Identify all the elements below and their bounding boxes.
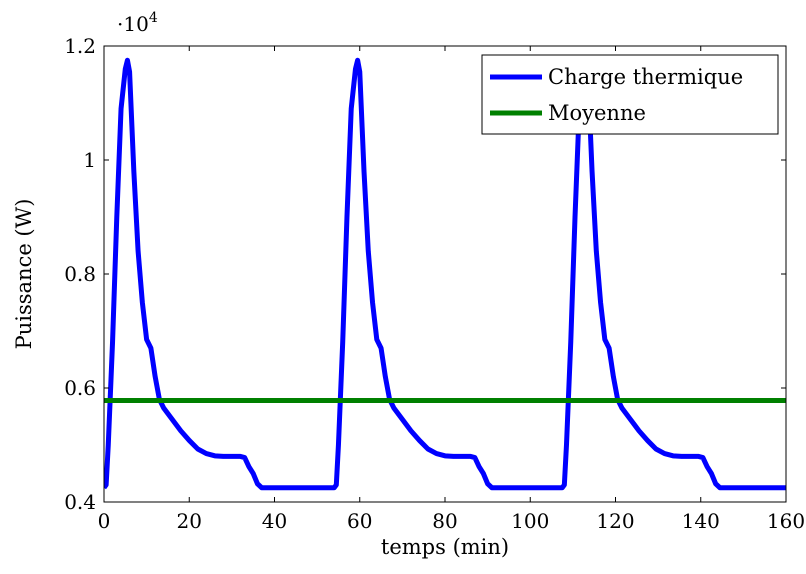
y-tick-label: 0.4 [64, 490, 96, 514]
x-tick-label: 0 [98, 509, 111, 533]
plot-frame [103, 45, 787, 503]
legend: Charge thermique Moyenne [481, 54, 779, 135]
y-tick-label: 1 [83, 148, 96, 172]
x-tick-label: 120 [596, 509, 634, 533]
y-tick-label: 0.8 [64, 262, 96, 286]
legend-label-1: Moyenne [548, 101, 646, 125]
x-tick-label: 160 [767, 509, 805, 533]
x-tick-label: 60 [347, 509, 372, 533]
y-tick-label: 0.6 [64, 376, 96, 400]
series-line-0 [104, 57, 786, 491]
x-axis-label: temps (min) [381, 535, 509, 559]
ticks-layer: 0 20 40 60 80 100 120 140 160 0.4 0.6 0.8 1 1.2 [64, 34, 805, 533]
legend-label-0: Charge thermique [548, 65, 743, 89]
x-tick-label: 80 [432, 509, 457, 533]
legend-box [481, 54, 779, 135]
y-multiplier-base: ·10 [117, 12, 149, 36]
y-multiplier: ·104 [117, 10, 158, 36]
x-tick-label: 40 [262, 509, 287, 533]
y-axis-label: Puissance (W) [12, 199, 36, 350]
x-tick-label: 140 [682, 509, 720, 533]
y-tick-label: 1.2 [64, 34, 96, 58]
y-multiplier-exponent: 4 [149, 10, 158, 26]
x-tick-label: 100 [511, 509, 549, 533]
series-layer [104, 57, 786, 491]
x-tick-label: 20 [177, 509, 202, 533]
